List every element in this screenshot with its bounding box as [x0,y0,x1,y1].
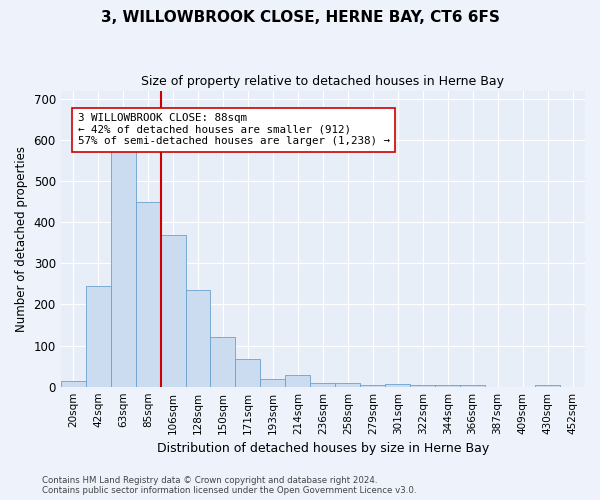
Text: 3, WILLOWBROOK CLOSE, HERNE BAY, CT6 6FS: 3, WILLOWBROOK CLOSE, HERNE BAY, CT6 6FS [101,10,499,25]
Text: 3 WILLOWBROOK CLOSE: 88sqm
← 42% of detached houses are smaller (912)
57% of sem: 3 WILLOWBROOK CLOSE: 88sqm ← 42% of deta… [77,113,389,146]
Bar [385,384,410,386]
Bar [460,384,485,386]
Bar [410,384,435,386]
Bar [260,380,286,386]
Bar [360,384,385,386]
Bar [310,382,335,386]
Bar [286,375,310,386]
Bar [136,202,161,386]
Bar [211,338,235,386]
Bar [61,380,86,386]
Title: Size of property relative to detached houses in Herne Bay: Size of property relative to detached ho… [142,75,505,88]
Bar [161,234,185,386]
Bar [535,384,560,386]
Bar [86,286,110,386]
Bar [110,146,136,386]
Text: Contains HM Land Registry data © Crown copyright and database right 2024.
Contai: Contains HM Land Registry data © Crown c… [42,476,416,495]
Bar [335,382,360,386]
X-axis label: Distribution of detached houses by size in Herne Bay: Distribution of detached houses by size … [157,442,489,455]
Bar [185,290,211,386]
Y-axis label: Number of detached properties: Number of detached properties [15,146,28,332]
Bar [435,384,460,386]
Bar [235,358,260,386]
